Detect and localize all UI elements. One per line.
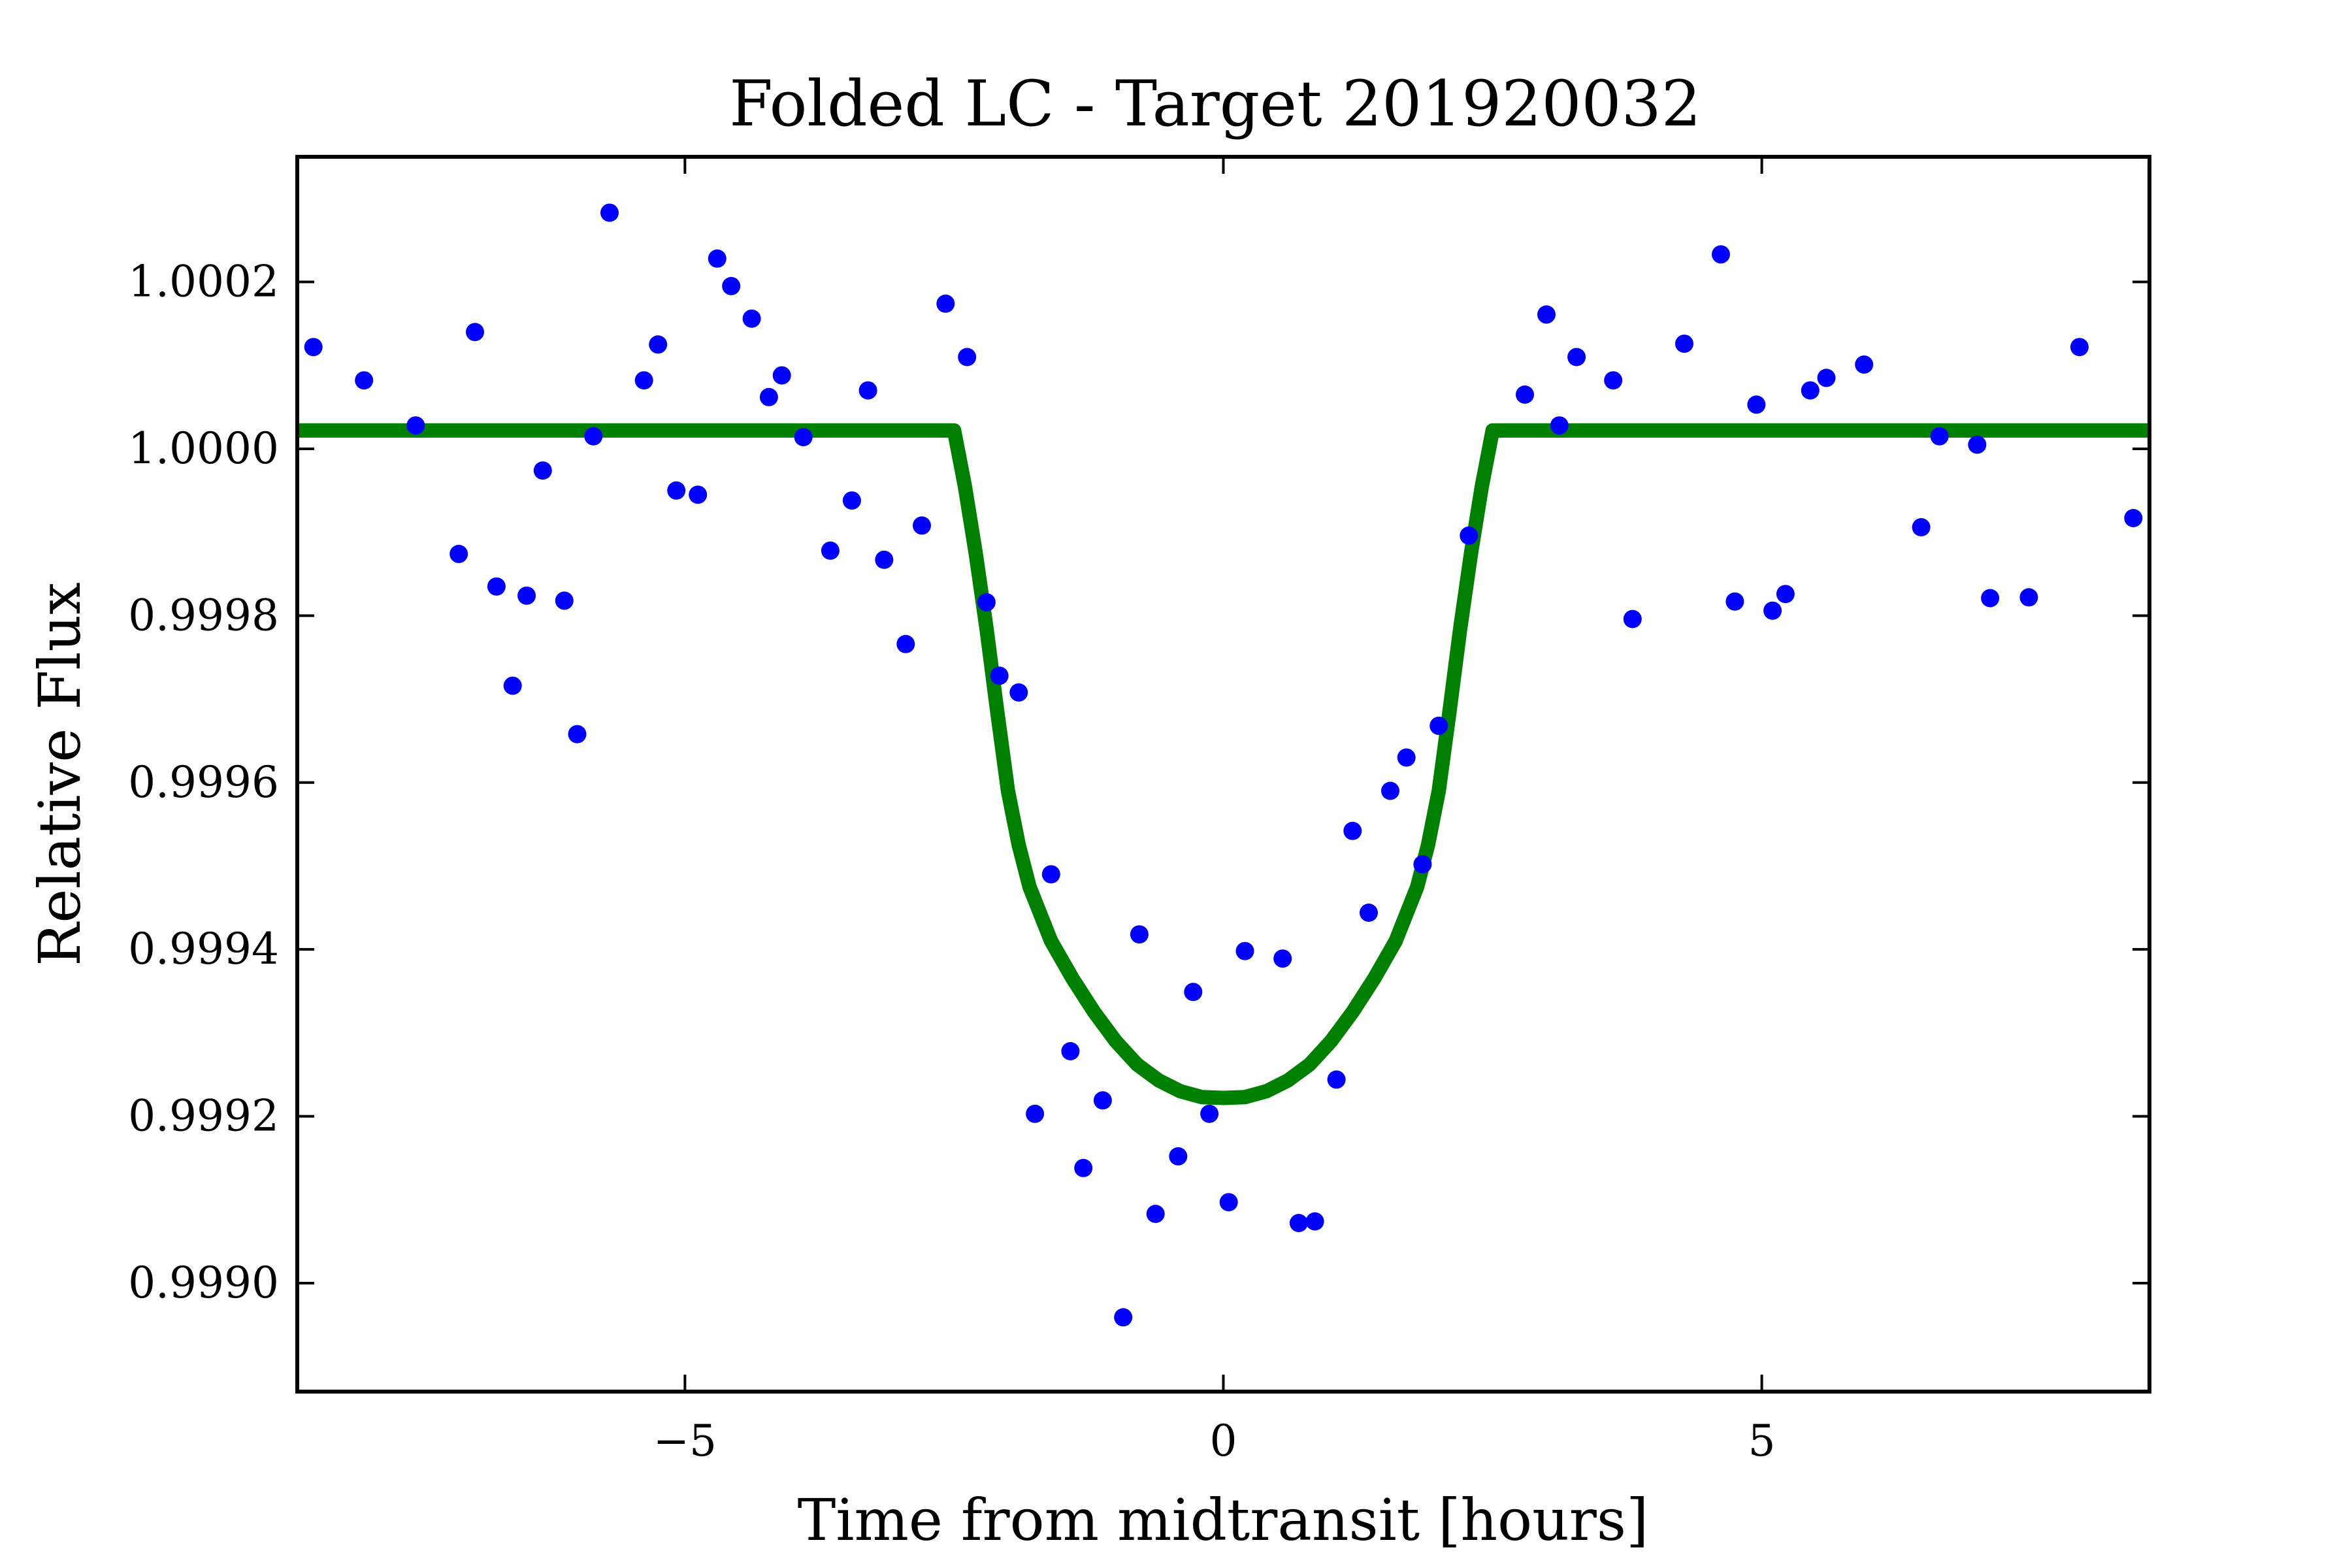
data-point <box>842 491 861 510</box>
data-point <box>1041 865 1060 884</box>
y-tick-label: 0.9998 <box>128 590 279 640</box>
data-point <box>689 485 708 504</box>
data-point <box>1219 1193 1238 1212</box>
data-point <box>1130 925 1149 944</box>
data-point <box>568 725 587 743</box>
data-point <box>858 381 877 400</box>
data-point <box>667 481 686 500</box>
data-point <box>821 541 840 560</box>
data-point <box>1801 381 1820 400</box>
data-point <box>634 371 653 390</box>
data-point <box>649 335 668 354</box>
data-point <box>1912 518 1931 536</box>
data-point <box>1712 245 1730 264</box>
data-point <box>1026 1104 1045 1123</box>
data-point <box>517 586 536 605</box>
y-tick-label: 1.0000 <box>128 423 279 474</box>
data-point <box>2070 338 2089 357</box>
data-point <box>487 577 506 596</box>
data-point <box>1776 585 1795 604</box>
data-point <box>449 544 468 563</box>
data-point <box>958 348 977 367</box>
data-point <box>722 276 741 295</box>
data-point <box>1184 983 1203 1002</box>
data-point <box>1550 416 1569 435</box>
data-point <box>1305 1212 1324 1231</box>
data-point <box>1169 1147 1188 1166</box>
data-point <box>1397 748 1416 767</box>
data-point <box>1567 348 1586 367</box>
data-point <box>355 371 374 390</box>
data-point <box>1381 781 1399 800</box>
x-axis-label: Time from midtransit [hours] <box>798 1486 1649 1554</box>
data-point <box>1981 589 2000 608</box>
data-point <box>913 516 931 535</box>
data-point <box>742 309 761 328</box>
data-point <box>584 427 603 446</box>
data-point <box>794 428 813 447</box>
y-tick-label: 0.9992 <box>128 1091 279 1141</box>
y-axis-label: Relative Flux <box>26 582 93 966</box>
data-point <box>1968 435 1987 454</box>
y-tick-label: 0.9990 <box>128 1258 279 1308</box>
chart-title: Folded LC - Target 201920032 <box>729 67 1701 140</box>
data-point <box>1747 395 1766 414</box>
data-point <box>1429 716 1448 735</box>
data-point <box>1623 610 1642 629</box>
data-point <box>406 416 425 435</box>
data-point <box>1930 427 1949 446</box>
data-point <box>555 591 574 610</box>
data-point <box>1200 1104 1219 1123</box>
data-point <box>1074 1158 1093 1177</box>
data-point <box>503 676 522 695</box>
data-point <box>1114 1308 1133 1327</box>
x-tick-label: 0 <box>1210 1416 1237 1466</box>
data-point <box>2124 509 2143 527</box>
data-point <box>1725 592 1744 611</box>
data-point <box>1763 601 1782 620</box>
data-point <box>1537 305 1556 324</box>
transit-model-layer <box>297 423 2149 1105</box>
data-point <box>466 323 484 342</box>
data-points-layer <box>304 203 2143 1327</box>
data-point <box>977 593 996 612</box>
x-tick-label: −5 <box>653 1416 717 1466</box>
data-point <box>708 249 727 268</box>
data-point <box>1093 1091 1112 1110</box>
data-point <box>1817 368 1836 387</box>
data-point <box>1855 355 1874 374</box>
data-point <box>1360 904 1378 922</box>
y-tick-label: 0.9994 <box>128 924 279 974</box>
data-point <box>2019 588 2038 607</box>
data-point <box>1289 1214 1308 1232</box>
data-point <box>875 550 894 569</box>
data-point <box>896 634 915 653</box>
data-point <box>1516 385 1534 404</box>
data-point <box>1146 1205 1165 1223</box>
data-point <box>1061 1042 1080 1060</box>
ticks-layer: −5 0 5 0.9990 0.9992 0.9994 0.9996 0.9998 1.0000… <box>128 157 2149 1466</box>
data-point <box>1343 821 1362 840</box>
data-point <box>1413 855 1432 874</box>
data-point <box>1235 941 1254 960</box>
x-tick-label: 5 <box>1748 1416 1776 1466</box>
data-point <box>990 666 1009 685</box>
data-point <box>772 366 791 385</box>
data-point <box>600 203 619 222</box>
data-point <box>936 294 955 313</box>
data-point <box>759 387 778 406</box>
data-point <box>1460 526 1478 545</box>
y-tick-label: 1.0002 <box>128 257 279 307</box>
data-point <box>304 338 323 357</box>
data-point <box>1273 949 1292 968</box>
data-point <box>533 461 552 480</box>
data-point <box>1009 683 1028 702</box>
data-point <box>1327 1070 1346 1089</box>
data-point <box>1604 371 1623 390</box>
data-point <box>1675 335 1693 353</box>
y-tick-label: 0.9996 <box>128 757 279 808</box>
transit-model-line <box>297 423 2149 1105</box>
